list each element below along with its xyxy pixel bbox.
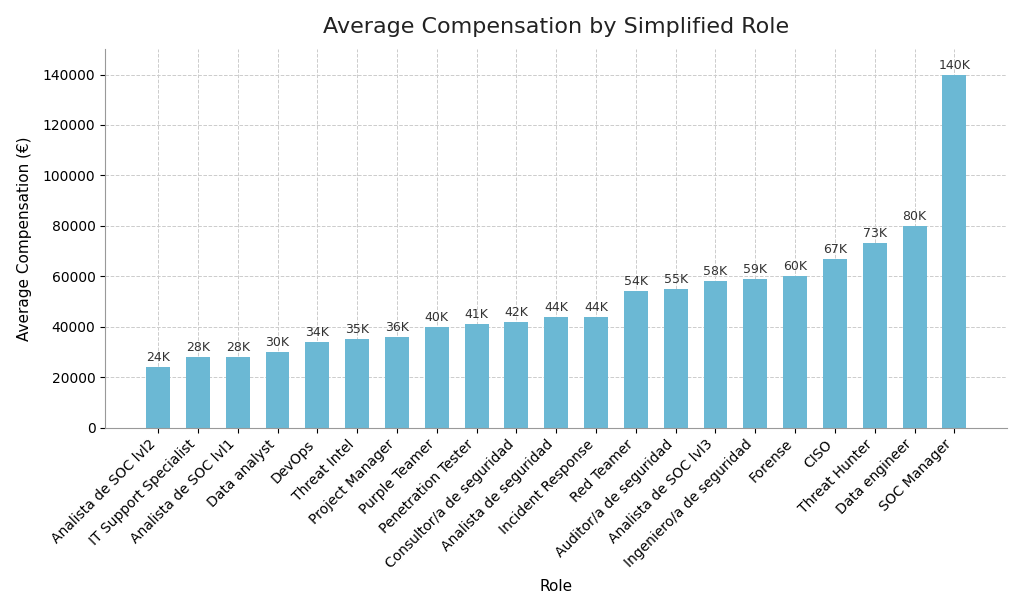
Bar [265,352,290,428]
Bar [942,75,967,428]
Text: 34K: 34K [305,326,330,338]
Text: 28K: 28K [225,341,250,354]
Bar [624,291,648,428]
Text: 55K: 55K [664,273,688,286]
Bar [425,327,449,428]
Bar [225,357,250,428]
Text: 73K: 73K [863,227,887,241]
Bar [823,258,847,428]
Bar [584,316,608,428]
Text: 35K: 35K [345,323,370,336]
Text: 59K: 59K [743,263,767,276]
Bar [743,279,767,428]
Bar [385,337,409,428]
Bar [783,276,807,428]
Bar [703,281,727,428]
Text: 44K: 44K [545,301,568,313]
Bar [902,226,927,428]
Text: 42K: 42K [505,306,528,318]
Bar [545,316,568,428]
Bar [505,321,528,428]
Text: 30K: 30K [265,336,290,349]
Text: 28K: 28K [186,341,210,354]
Text: 41K: 41K [465,308,488,321]
Bar [465,324,488,428]
Text: 60K: 60K [783,260,807,273]
Text: 67K: 67K [823,243,847,255]
Bar [305,342,330,428]
Text: 40K: 40K [425,310,449,324]
Bar [863,243,887,428]
Text: 54K: 54K [624,276,648,288]
Text: 140K: 140K [938,59,971,71]
Text: 80K: 80K [902,210,927,223]
Text: 24K: 24K [146,351,170,364]
Title: Average Compensation by Simplified Role: Average Compensation by Simplified Role [324,16,790,37]
Text: 36K: 36K [385,321,409,334]
Text: 58K: 58K [703,265,727,278]
Y-axis label: Average Compensation (€): Average Compensation (€) [16,136,32,341]
Text: 44K: 44K [584,301,608,313]
Bar [664,289,688,428]
Bar [146,367,170,428]
X-axis label: Role: Role [540,579,572,595]
Bar [186,357,210,428]
Bar [345,339,369,428]
